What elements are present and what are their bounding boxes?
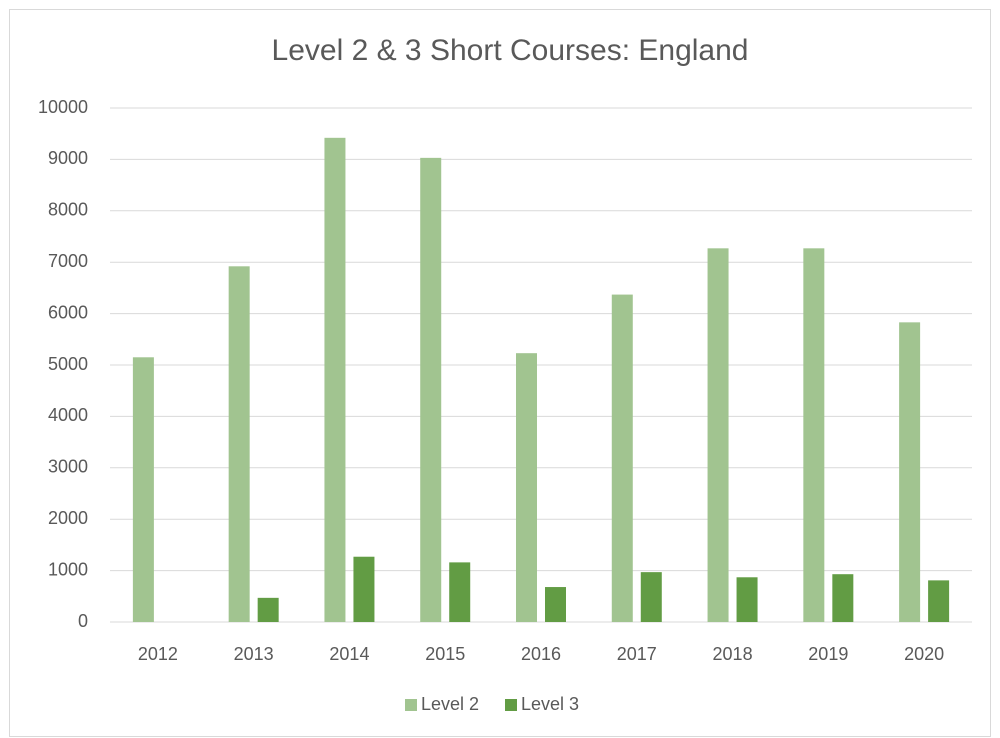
x-tick-label: 2015 xyxy=(425,644,465,664)
bar xyxy=(707,248,729,622)
x-tick-label: 2014 xyxy=(329,644,369,664)
y-tick-label: 2000 xyxy=(48,508,88,528)
bar xyxy=(132,357,154,622)
bar xyxy=(449,562,471,622)
y-tick-label: 4000 xyxy=(48,405,88,425)
bar xyxy=(545,587,566,622)
y-tick-label: 1000 xyxy=(48,559,88,579)
bar xyxy=(640,572,662,622)
bar xyxy=(228,266,250,622)
x-tick-label: 2020 xyxy=(904,644,944,664)
legend-swatch xyxy=(505,699,517,711)
chart-border xyxy=(9,9,991,737)
y-tick-label: 8000 xyxy=(48,200,88,220)
bar xyxy=(353,556,375,622)
bar xyxy=(420,157,442,622)
y-tick-label: 10000 xyxy=(38,97,88,117)
bar xyxy=(611,294,633,622)
legend-label: Level 2 xyxy=(421,694,479,714)
bar xyxy=(736,577,758,622)
bar xyxy=(803,248,825,622)
bar xyxy=(324,137,346,622)
x-tick-label: 2012 xyxy=(138,644,178,664)
y-tick-label: 6000 xyxy=(48,302,88,322)
chart-title: Level 2 & 3 Short Courses: England xyxy=(272,34,749,67)
y-tick-label: 5000 xyxy=(48,354,88,374)
x-tick-label: 2018 xyxy=(713,644,753,664)
legend-swatch xyxy=(405,699,417,711)
bar xyxy=(257,597,279,622)
y-tick-label: 9000 xyxy=(48,148,88,168)
x-tick-label: 2013 xyxy=(234,644,274,664)
y-tick-label: 3000 xyxy=(48,457,88,477)
bar xyxy=(832,574,854,622)
y-tick-label: 7000 xyxy=(48,251,88,271)
bar xyxy=(899,322,921,622)
bar xyxy=(928,580,950,622)
x-tick-label: 2019 xyxy=(808,644,848,664)
legend-label: Level 3 xyxy=(521,694,579,714)
bar xyxy=(516,353,537,622)
x-tick-label: 2017 xyxy=(617,644,657,664)
x-tick-label: 2016 xyxy=(521,644,561,664)
y-tick-label: 0 xyxy=(78,611,88,631)
